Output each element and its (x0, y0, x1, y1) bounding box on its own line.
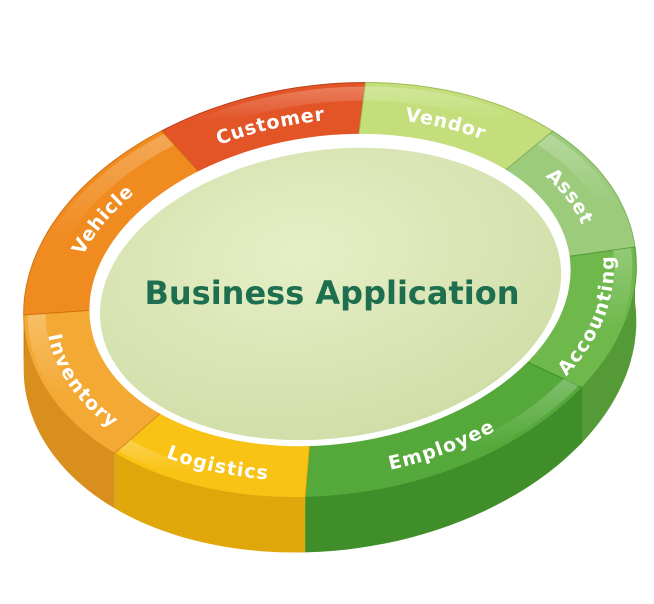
ring-side-employee (305, 387, 582, 553)
ring-segment-gloss-employee (305, 378, 579, 494)
ring-segment-gloss-vendor (363, 86, 550, 145)
ring-side-logistics (114, 453, 306, 553)
ring-segment-gloss-asset (537, 134, 631, 251)
center-title: Business Application (144, 274, 519, 312)
center-disc (99, 147, 562, 441)
ring-side-inventory (23, 315, 115, 509)
ring-segment-gloss-customer (164, 86, 366, 146)
ring-segment-gloss-accounting (563, 247, 633, 386)
ring-segment-gloss-inventory (27, 313, 130, 451)
ring-segment-gloss-vehicle (27, 134, 175, 315)
ring-segment-gloss-logistics (117, 439, 307, 494)
ring-side-accounting (582, 247, 637, 443)
ring-top-segments (23, 81, 637, 498)
